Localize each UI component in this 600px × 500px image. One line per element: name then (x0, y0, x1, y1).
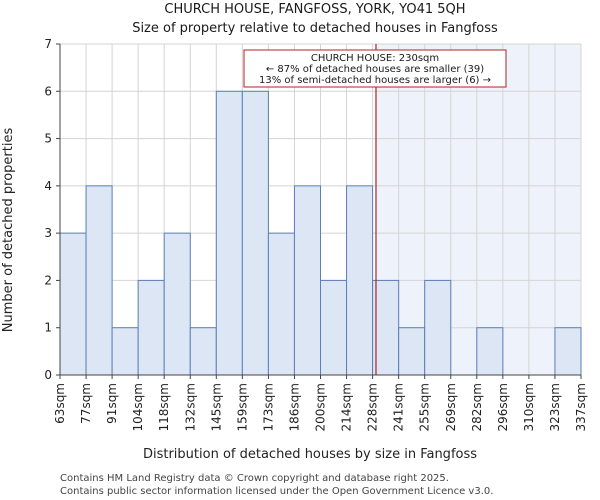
footer-line-1: Contains HM Land Registry data © Crown c… (60, 473, 449, 484)
y-tick-label-6: 6 (44, 84, 52, 98)
x-tick-label-132sqm: 132sqm (183, 383, 197, 431)
annotation-box: CHURCH HOUSE: 230sqm ← 87% of detached h… (243, 49, 507, 88)
bar-63sqm (59, 232, 87, 376)
annotation-line-3: 13% of semi-detached houses are larger (… (259, 75, 491, 86)
y-tick-label-4: 4 (44, 179, 52, 193)
bar-159sqm (241, 90, 269, 376)
x-tick-label-63sqm: 63sqm (53, 383, 67, 424)
x-tick-label-173sqm: 173sqm (261, 383, 275, 431)
bar-200sqm (320, 279, 348, 376)
y-tick-label-7: 7 (44, 37, 52, 51)
x-tick-label-310sqm: 310sqm (522, 383, 536, 431)
x-tick-labels: 63sqm 77sqm 91sqm 104sqm 118sqm 132sqm 145sqm 1… (53, 375, 588, 431)
bar-214sqm (346, 185, 374, 376)
bar-186sqm (293, 185, 322, 376)
chart-subtitle: Size of property relative to detached ho… (132, 21, 498, 36)
y-tick-label-2: 2 (44, 273, 52, 287)
bar-77sqm (85, 185, 113, 376)
x-axis-label: Distribution of detached houses by size … (143, 447, 477, 462)
bar-173sqm (267, 232, 295, 376)
annotation-line-2: ← 87% of detached houses are smaller (39… (266, 64, 484, 75)
highlight-region (375, 44, 581, 375)
x-tick-label-145sqm: 145sqm (209, 383, 223, 431)
x-tick-label-77sqm: 77sqm (79, 383, 93, 424)
bar-145sqm (215, 90, 243, 376)
bar-241sqm (398, 327, 426, 376)
y-tick-label-0: 0 (44, 368, 52, 382)
x-tick-label-282sqm: 282sqm (470, 383, 484, 431)
x-tick-label-159sqm: 159sqm (235, 383, 249, 431)
annotation-line-1: CHURCH HOUSE: 230sqm (311, 53, 439, 64)
x-tick-label-269sqm: 269sqm (444, 383, 458, 431)
bar-255sqm (424, 279, 452, 376)
bar-282sqm (476, 327, 504, 376)
bar-132sqm (189, 327, 217, 376)
x-tick-label-255sqm: 255sqm (418, 383, 432, 431)
annotation-frame (243, 49, 507, 88)
x-tick-label-200sqm: 200sqm (314, 383, 328, 431)
y-tick-labels: 0 1 2 3 4 5 6 7 (44, 37, 60, 382)
y-axis-label: Number of detached properties (1, 128, 16, 333)
y-tick-label-1: 1 (44, 321, 52, 335)
bar-228sqm (372, 279, 400, 376)
chart-title: CHURCH HOUSE, FANGFOSS, YORK, YO41 5QH (164, 2, 465, 17)
x-tick-label-241sqm: 241sqm (392, 383, 406, 431)
bar-323sqm (554, 327, 582, 376)
x-tick-label-104sqm: 104sqm (131, 383, 145, 431)
x-tick-label-91sqm: 91sqm (105, 383, 119, 424)
plot-background (375, 44, 581, 375)
x-tick-label-228sqm: 228sqm (366, 383, 380, 431)
x-tick-label-214sqm: 214sqm (340, 383, 354, 431)
x-tick-label-296sqm: 296sqm (496, 383, 510, 431)
y-tick-label-5: 5 (44, 132, 52, 146)
bar-91sqm (111, 327, 139, 376)
bars (59, 90, 582, 376)
bar-118sqm (163, 232, 191, 376)
x-tick-label-323sqm: 323sqm (548, 383, 562, 431)
x-tick-label-118sqm: 118sqm (157, 383, 171, 431)
x-tick-label-186sqm: 186sqm (287, 383, 301, 431)
bar-104sqm (137, 279, 165, 376)
y-tick-label-3: 3 (44, 226, 52, 240)
x-tick-label-337sqm: 337sqm (574, 383, 588, 431)
footer-line-2: Contains public sector information licen… (60, 486, 493, 497)
